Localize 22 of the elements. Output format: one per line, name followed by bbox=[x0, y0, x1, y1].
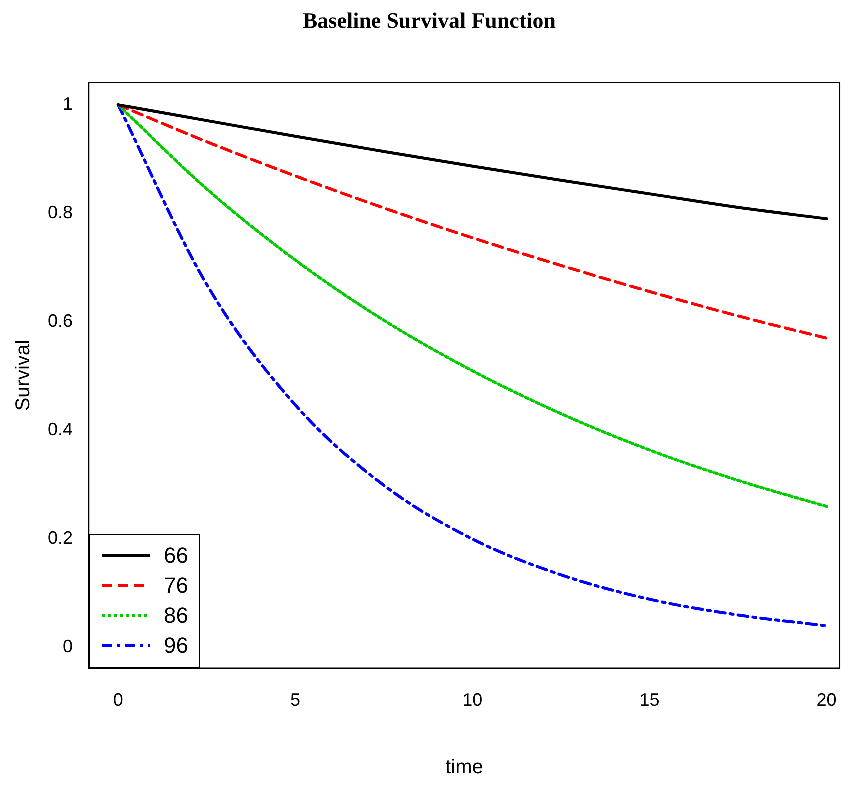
chart-title: Baseline Survival Function bbox=[302, 8, 558, 34]
legend-label: 66 bbox=[164, 543, 188, 570]
x-tick-label: 0 bbox=[113, 690, 124, 710]
y-tick-label: 0.4 bbox=[48, 420, 74, 440]
x-axis-title: time bbox=[446, 756, 484, 779]
line-series bbox=[116, 104, 828, 628]
x-tick-label: 10 bbox=[462, 690, 483, 710]
x-tick-label: 5 bbox=[290, 690, 301, 710]
legend-label: 76 bbox=[164, 573, 188, 600]
y-tick-label: 1 bbox=[63, 94, 74, 114]
line-series bbox=[116, 104, 828, 508]
y-axis-title: Survival bbox=[12, 340, 35, 412]
y-tick-label: 0.8 bbox=[48, 202, 74, 223]
legend-label: 96 bbox=[164, 633, 188, 660]
line-series bbox=[116, 104, 828, 221]
legend-label: 86 bbox=[164, 603, 188, 630]
y-tick-label: 0.2 bbox=[48, 528, 74, 548]
y-tick-label: 0 bbox=[63, 636, 74, 657]
line-series bbox=[116, 104, 828, 340]
y-tick-label: 0.6 bbox=[48, 311, 74, 332]
x-tick-label: 15 bbox=[640, 690, 660, 710]
x-tick-label: 20 bbox=[816, 690, 837, 710]
